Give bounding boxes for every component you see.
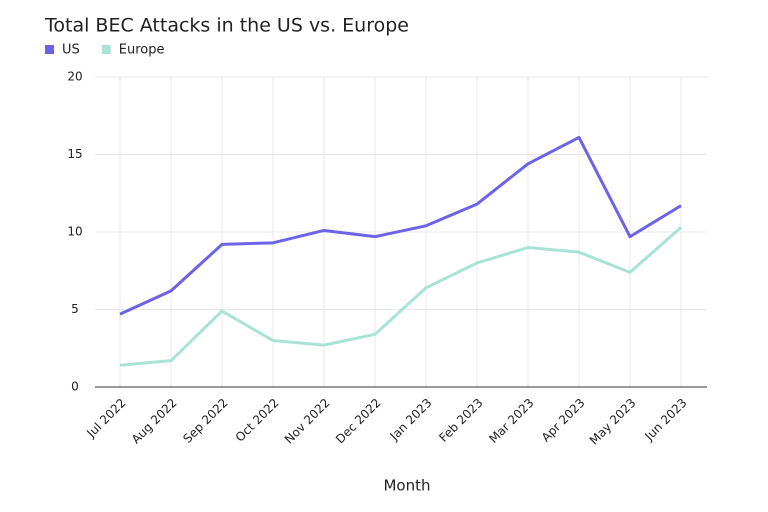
x-tick-label: May 2023 [587,396,639,448]
y-tick-label: 5 [71,302,79,316]
y-tick-label: 15 [67,147,82,161]
legend-label: Europe [119,43,165,58]
x-tick-label: Jun 2023 [641,396,689,444]
x-tick-label: Mar 2023 [486,396,536,446]
x-tick-label: Dec 2022 [333,396,384,447]
x-tick-label: Jul 2022 [83,396,128,441]
x-tick-label: Feb 2023 [436,396,485,445]
legend-swatch [101,45,111,54]
series-line [119,135,682,316]
x-tick-label: Oct 2022 [233,396,282,445]
series-line [119,226,682,367]
x-tick-label: Nov 2022 [282,396,333,447]
y-tick-label: 0 [71,380,79,394]
x-tick-label: Sep 2022 [180,396,230,446]
legend-swatch [45,45,54,54]
x-axis-label: Month [383,477,430,495]
chart-title: Total BEC Attacks in the US vs. Europe [44,15,409,37]
x-tick-label: Jan 2023 [387,396,435,444]
x-tick-label: Aug 2022 [129,396,180,447]
x-tick-label: Apr 2023 [539,396,588,445]
legend-label: US [62,43,80,58]
y-tick-label: 10 [67,225,82,239]
y-tick-label: 20 [67,70,82,84]
